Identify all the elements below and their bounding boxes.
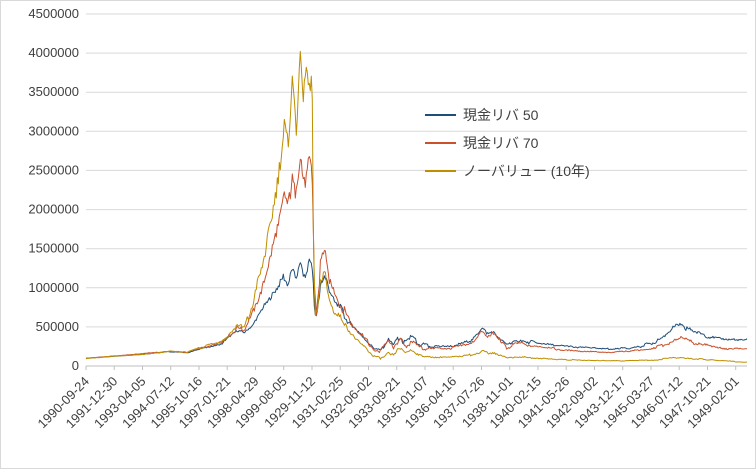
y-axis-tick-label: 1500000 (28, 241, 79, 256)
series-line-2 (85, 50, 748, 363)
y-axis-tick-label: 3000000 (28, 123, 79, 138)
series-line-0 (85, 258, 748, 359)
legend: 現金リバ 50 現金リバ 70 ノーバリュー (10年) (425, 101, 590, 185)
legend-item: 現金リバ 70 (425, 129, 590, 157)
y-axis-tick-label: 1000000 (28, 280, 79, 295)
legend-item: 現金リバ 50 (425, 101, 590, 129)
legend-label: 現金リバ 70 (463, 135, 539, 151)
y-axis-tick-label: 2000000 (28, 202, 79, 217)
legend-line-swatch (425, 142, 456, 144)
y-axis-tick-label: 2500000 (28, 162, 79, 177)
y-axis-tick-label: 0 (72, 358, 79, 373)
legend-line-swatch (425, 114, 456, 116)
y-axis-tick-label: 4000000 (28, 45, 79, 60)
y-axis-tick-label: 500000 (36, 319, 79, 334)
legend-line-swatch (425, 170, 456, 172)
legend-item: ノーバリュー (10年) (425, 157, 590, 185)
series-line-1 (85, 156, 747, 359)
legend-label: 現金リバ 50 (463, 107, 539, 123)
legend-label: ノーバリュー (10年) (463, 163, 590, 179)
y-axis-tick-label: 3500000 (28, 84, 79, 99)
y-axis-tick-label: 4500000 (28, 6, 79, 21)
